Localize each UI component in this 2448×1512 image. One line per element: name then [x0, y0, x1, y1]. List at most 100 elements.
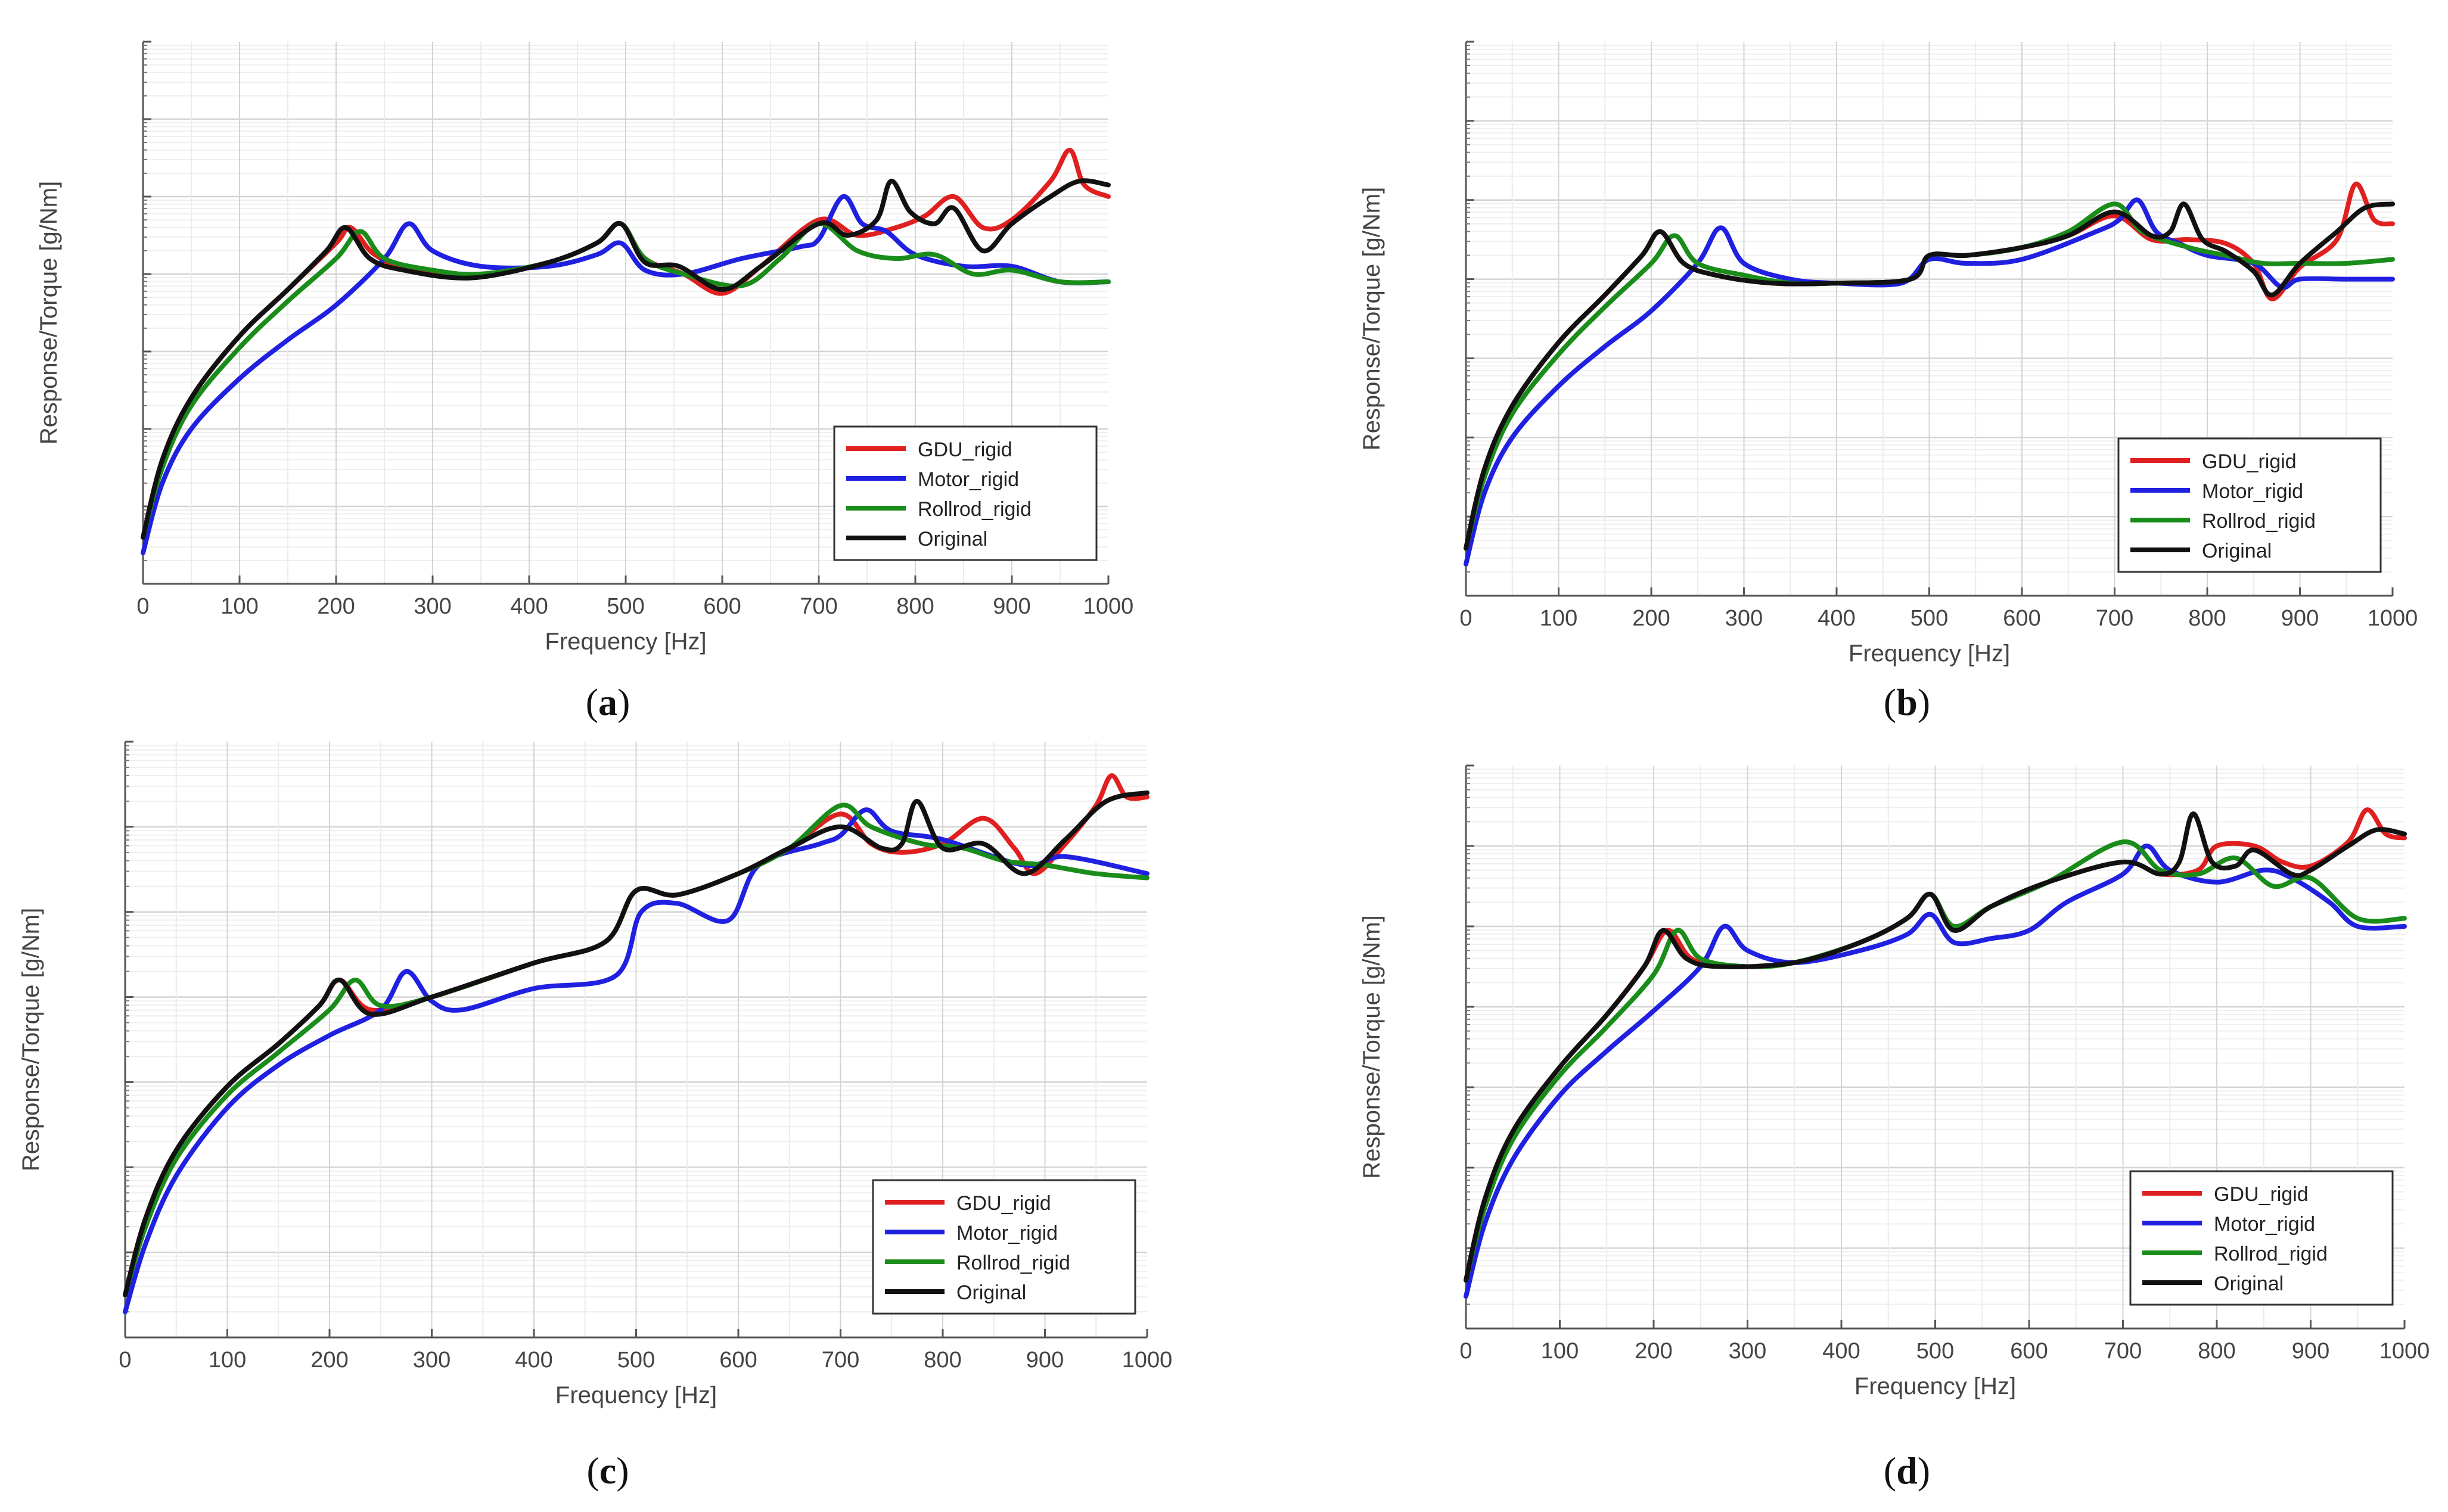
x-tick-label: 700 — [2104, 1339, 2142, 1364]
caption-b: (b) — [1884, 681, 1930, 723]
series-line-Original — [1464, 811, 2407, 1283]
legend: GDU_rigid Motor_rigid Rollrod_rigid Origina… — [872, 1179, 1136, 1315]
caption-letter: a — [598, 681, 617, 723]
caption-open: ( — [586, 681, 598, 723]
caption-close: ) — [1918, 681, 1930, 723]
legend-label-Motor_rigid: Motor_rigid — [2202, 480, 2303, 503]
x-tick-label: 0 — [136, 594, 149, 619]
x-tick-label: 600 — [719, 1348, 757, 1373]
x-tick-label: 800 — [2198, 1339, 2235, 1364]
x-tick-label: 300 — [1729, 1339, 1766, 1364]
x-tick-label: 400 — [510, 594, 548, 619]
caption-letter: c — [599, 1449, 616, 1492]
caption-close: ) — [617, 681, 630, 723]
series-line-Original — [1464, 201, 2395, 551]
series-line-Motor_rigid — [1464, 844, 2407, 1299]
series-line-Original — [123, 790, 1150, 1298]
x-tick-label: 1000 — [2368, 606, 2418, 631]
x-tick-label: 500 — [1916, 1339, 1954, 1364]
x-tick-label: 100 — [1541, 1339, 1579, 1364]
x-tick-label: 800 — [896, 594, 934, 619]
x-tick-label: 200 — [310, 1348, 348, 1373]
caption-a: (a) — [586, 681, 630, 723]
caption-letter: b — [1896, 681, 1918, 723]
legend: GDU_rigid Motor_rigid Rollrod_rigid Origina… — [2129, 1170, 2394, 1306]
y-axis-label: Response/Torque [g/Nm] — [18, 908, 44, 1171]
legend-label-GDU_rigid: GDU_rigid — [2214, 1183, 2309, 1206]
x-tick-label: 0 — [1459, 606, 1472, 631]
x-axis-label: Frequency [Hz] — [555, 1382, 717, 1408]
x-tick-label: 600 — [2003, 606, 2040, 631]
legend-label-Motor_rigid: Motor_rigid — [918, 468, 1019, 491]
x-tick-label: 500 — [1910, 606, 1948, 631]
legend: GDU_rigid Motor_rigid Rollrod_rigid Origina… — [2117, 437, 2382, 573]
x-tick-label: 0 — [119, 1348, 131, 1373]
x-tick-label: 100 — [1540, 606, 1577, 631]
legend-label-Rollrod_rigid: Rollrod_rigid — [2214, 1243, 2328, 1265]
x-tick-label: 100 — [209, 1348, 246, 1373]
series-line-Original — [141, 178, 1111, 540]
legend-label-Rollrod_rigid: Rollrod_rigid — [2202, 510, 2316, 533]
x-axis-label: Frequency [Hz] — [1854, 1373, 2016, 1399]
series-line-Motor_rigid — [123, 807, 1150, 1315]
x-tick-label: 600 — [703, 594, 741, 619]
x-axis-label: Frequency [Hz] — [1849, 640, 2010, 667]
chart-b: 0 100 200 300 400 500 600 700 800 900 1000 Frequenc… — [1359, 41, 2418, 667]
x-tick-label: 800 — [2188, 606, 2226, 631]
caption-c: (c) — [586, 1449, 629, 1492]
x-axis-label: Frequency [Hz] — [545, 629, 706, 655]
legend-label-GDU_rigid: GDU_rigid — [2202, 450, 2297, 473]
y-axis-label: Response/Torque [g/Nm] — [1359, 915, 1385, 1178]
x-tick-label: 200 — [1632, 606, 1670, 631]
legend-label-Motor_rigid: Motor_rigid — [956, 1222, 1058, 1245]
caption-open: ( — [1884, 1449, 1896, 1492]
legend-label-Original: Original — [918, 528, 987, 550]
caption-close: ) — [616, 1449, 629, 1492]
y-axis-label: Response/Torque [g/Nm] — [36, 181, 62, 444]
x-tick-label: 900 — [1026, 1348, 1064, 1373]
chart-a: 0 100 200 300 400 500 600 700 800 900 1000 Frequenc… — [36, 41, 1134, 655]
x-tick-label: 700 — [2096, 606, 2133, 631]
legend-label-Original: Original — [2202, 540, 2272, 562]
caption-open: ( — [1884, 681, 1896, 723]
x-tick-label: 300 — [1725, 606, 1763, 631]
x-tick-label: 500 — [607, 594, 644, 619]
x-tick-label: 300 — [413, 1348, 451, 1373]
x-tick-label: 700 — [800, 594, 837, 619]
legend-label-Rollrod_rigid: Rollrod_rigid — [918, 498, 1032, 521]
x-tick-label: 700 — [822, 1348, 859, 1373]
x-tick-label: 900 — [2292, 1339, 2329, 1364]
legend-label-Original: Original — [2214, 1273, 2284, 1295]
x-tick-label: 200 — [1635, 1339, 1672, 1364]
x-tick-label: 1000 — [1083, 594, 1134, 619]
caption-d: (d) — [1884, 1449, 1930, 1492]
legend-label-GDU_rigid: GDU_rigid — [956, 1192, 1051, 1215]
caption-open: ( — [586, 1449, 599, 1492]
legend-label-Original: Original — [956, 1281, 1026, 1304]
x-tick-label: 900 — [2281, 606, 2319, 631]
series-line-Motor_rigid — [141, 194, 1111, 555]
x-tick-label: 500 — [617, 1348, 655, 1373]
x-tick-label: 600 — [2010, 1339, 2048, 1364]
x-tick-label: 1000 — [2379, 1339, 2430, 1364]
x-tick-label: 900 — [993, 594, 1030, 619]
x-tick-label: 800 — [924, 1348, 961, 1373]
legend-label-Motor_rigid: Motor_rigid — [2214, 1213, 2315, 1236]
caption-letter: d — [1896, 1449, 1918, 1492]
legend: GDU_rigid Motor_rigid Rollrod_rigid Origina… — [833, 425, 1098, 561]
x-tick-label: 100 — [220, 594, 258, 619]
legend-label-Rollrod_rigid: Rollrod_rigid — [956, 1252, 1070, 1274]
legend-label-GDU_rigid: GDU_rigid — [918, 438, 1012, 461]
x-tick-label: 0 — [1459, 1339, 1472, 1364]
x-tick-label: 400 — [1822, 1339, 1860, 1364]
x-tick-label: 300 — [414, 594, 451, 619]
x-tick-label: 1000 — [1122, 1348, 1173, 1373]
x-tick-label: 400 — [1818, 606, 1855, 631]
caption-close: ) — [1918, 1449, 1930, 1492]
y-axis-label: Response/Torque [g/Nm] — [1359, 187, 1385, 450]
chart-d: 0 100 200 300 400 500 600 700 800 900 1000 Frequenc… — [1359, 764, 2430, 1399]
x-tick-label: 400 — [515, 1348, 552, 1373]
x-tick-label: 200 — [317, 594, 355, 619]
chart-c: 0 100 200 300 400 500 600 700 800 900 1000 Frequenc… — [18, 741, 1173, 1408]
